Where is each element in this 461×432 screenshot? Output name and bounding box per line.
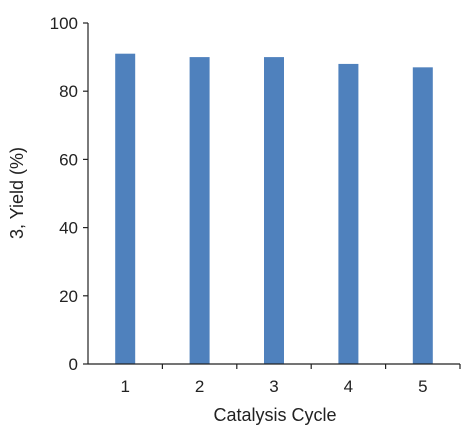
y-tick-label: 80 — [59, 82, 78, 101]
bars — [115, 53, 433, 365]
y-tick-label: 100 — [50, 14, 78, 33]
bar-cycle-2 — [189, 57, 210, 364]
y-tick-label: 0 — [69, 355, 78, 374]
bar-cycle-4 — [338, 63, 359, 365]
x-tick-label: 3 — [269, 377, 278, 396]
y-tick-label: 20 — [59, 287, 78, 306]
x-tick-label: 1 — [120, 377, 129, 396]
x-axis-ticks: 1 2 3 4 5 — [120, 364, 461, 396]
x-tick-label: 5 — [418, 377, 427, 396]
bar-cycle-5 — [412, 67, 433, 364]
y-axis-label: 3, Yield (%) — [7, 147, 27, 239]
y-axis-ticks: 0 20 40 60 80 100 — [50, 14, 88, 374]
bar-cycle-1 — [115, 53, 136, 364]
bar-cycle-3 — [264, 57, 284, 364]
x-tick-label: 2 — [195, 377, 204, 396]
x-tick-label: 4 — [344, 377, 353, 396]
x-axis-label: Catalysis Cycle — [213, 405, 336, 425]
y-tick-label: 60 — [59, 150, 78, 169]
y-tick-label: 40 — [59, 219, 78, 238]
